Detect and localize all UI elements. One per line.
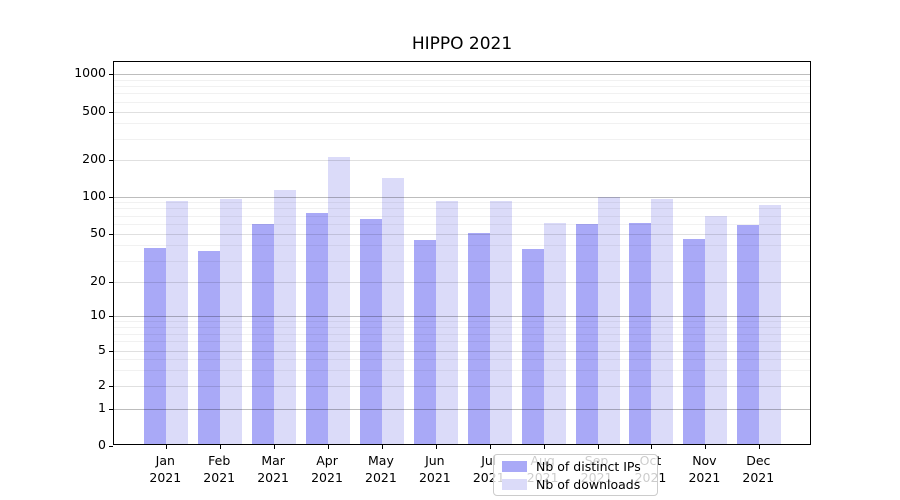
y-tick-50 [109, 233, 113, 235]
x-tick-aug [543, 445, 545, 449]
y-tick-10 [109, 316, 113, 317]
bar-distinct-ips-aug [521, 249, 544, 444]
legend: Nb of distinct IPs Nb of downloads [493, 454, 658, 496]
x-tick-label-jan: Jan 2021 [149, 453, 182, 485]
bar-downloads-may [381, 177, 404, 444]
y-tick-label-50: 50 [90, 224, 106, 240]
plot-area: Nb of distinct IPs Nb of downloads [109, 61, 811, 496]
bar-downloads-jun [435, 200, 458, 444]
legend-row-downloads: Nb of downloads [502, 477, 649, 492]
bar-downloads-mar [274, 189, 297, 444]
x-tick-dec [759, 445, 761, 449]
x-tick-label-dec: Dec 2021 [742, 453, 775, 485]
y-tick-label-1: 1 [98, 399, 106, 415]
bar-distinct-ips-jan [144, 247, 167, 444]
bar-downloads-jul [489, 201, 512, 444]
y-tick-2 [109, 385, 113, 387]
x-tick-label-nov: Nov 2021 [688, 453, 721, 485]
y-tick-500 [109, 111, 113, 113]
y-tick-100 [109, 196, 113, 198]
bar-distinct-ips-feb [198, 250, 221, 444]
bar-distinct-ips-jun [413, 239, 436, 444]
x-tick-oct [651, 445, 653, 449]
y-tick-label-2: 2 [98, 376, 106, 392]
bar-downloads-dec [759, 204, 782, 444]
x-tick-label-apr: Apr 2021 [311, 453, 343, 485]
chart-title: HIPPO 2021 [411, 34, 513, 54]
x-tick-nov [705, 445, 707, 449]
y-tick-label-1000: 1000 [74, 65, 106, 80]
legend-row-distinct-ips: Nb of distinct IPs [502, 459, 649, 474]
bar-distinct-ips-apr [306, 213, 329, 444]
bar-distinct-ips-sep [575, 224, 598, 444]
legend-swatch-distinct-ips-icon [502, 460, 527, 472]
x-tick-feb [220, 445, 222, 449]
x-tick-sep [597, 445, 599, 449]
bar-downloads-feb [220, 198, 243, 444]
tick-layer [109, 62, 810, 449]
y-tick-1 [109, 408, 113, 410]
y-tick-200 [109, 160, 113, 161]
y-tick-20 [109, 282, 113, 283]
x-tick-apr [328, 445, 330, 449]
bar-distinct-ips-jul [467, 233, 490, 444]
bar-distinct-ips-oct [629, 223, 652, 444]
y-tick-label-500: 500 [82, 102, 106, 118]
y-tick-label-200: 200 [82, 151, 106, 166]
y-tick-1000 [109, 74, 113, 75]
x-tick-jan [166, 445, 168, 449]
bar-distinct-ips-dec [737, 225, 760, 444]
y-tick-0 [109, 445, 113, 447]
y-tick-label-0: 0 [98, 436, 106, 452]
bar-downloads-nov [705, 216, 728, 444]
x-tick-jul [489, 445, 491, 449]
bar-downloads-sep [597, 197, 620, 444]
bar-distinct-ips-mar [252, 224, 275, 444]
bar-downloads-oct [651, 199, 674, 444]
y-tick-label-10: 10 [90, 307, 106, 322]
bar-distinct-ips-nov [683, 238, 706, 444]
y-tick-label-5: 5 [98, 341, 106, 357]
x-tick-label-mar: Mar 2021 [257, 453, 290, 485]
bar-downloads-jan [166, 201, 189, 444]
x-tick-may [381, 445, 383, 449]
bar-distinct-ips-may [359, 218, 382, 444]
x-tick-label-may: May 2021 [365, 453, 397, 485]
x-tick-mar [274, 445, 276, 449]
legend-label-downloads: Nb of downloads [536, 476, 641, 492]
x-tick-jun [435, 445, 437, 449]
x-tick-label-feb: Feb 2021 [203, 453, 236, 485]
bar-downloads-apr [328, 156, 351, 444]
legend-label-distinct-ips: Nb of distinct IPs [536, 458, 641, 474]
y-tick-5 [109, 350, 113, 352]
bar-downloads-aug [543, 223, 566, 444]
y-tick-label-20: 20 [90, 273, 106, 288]
y-tick-label-100: 100 [82, 187, 106, 203]
legend-swatch-downloads-icon [502, 478, 527, 490]
bars-layer [114, 62, 810, 444]
x-tick-label-jun: Jun 2021 [418, 453, 451, 485]
